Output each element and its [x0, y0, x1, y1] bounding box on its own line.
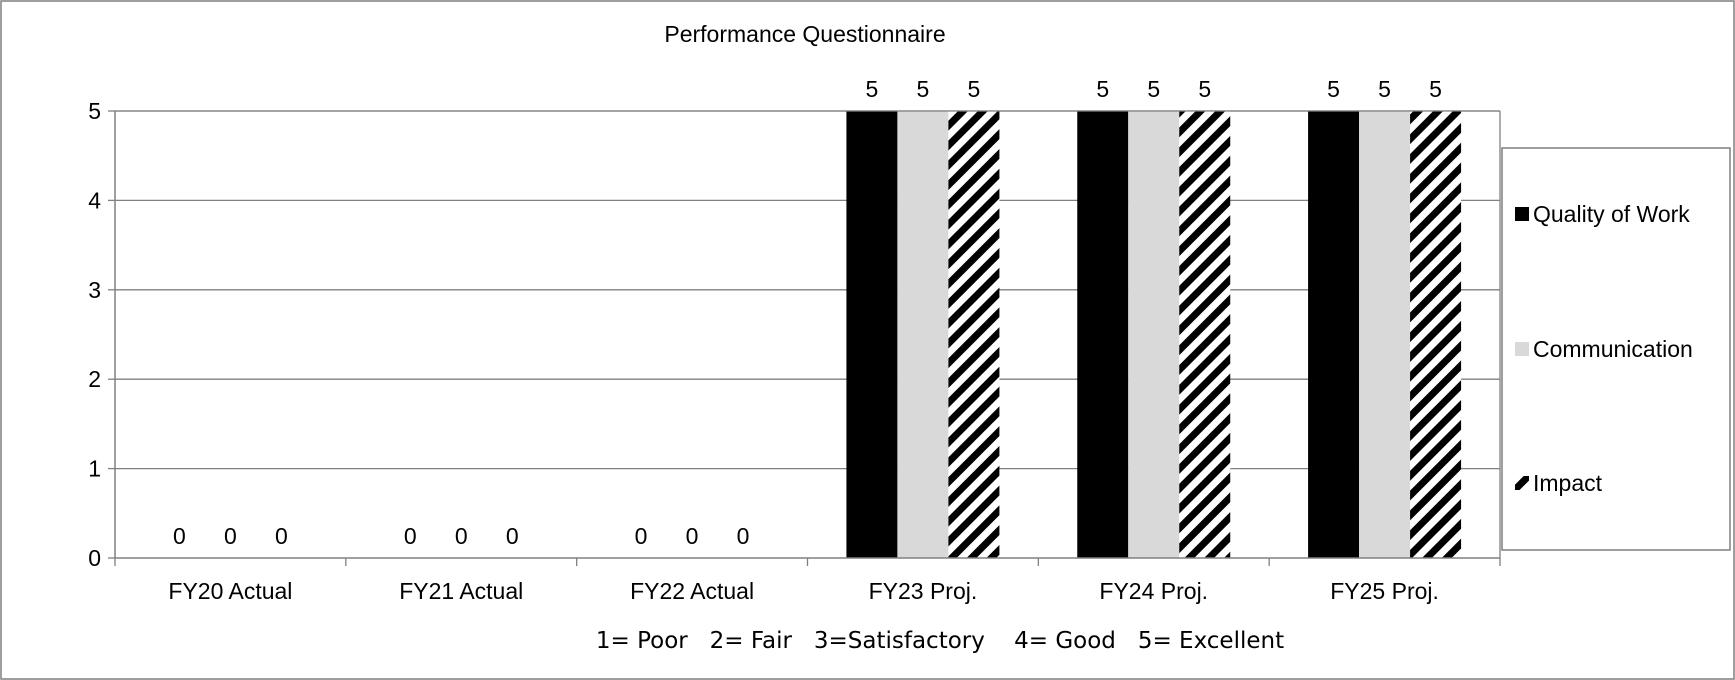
legend-swatch	[1515, 476, 1529, 490]
data-label: 5	[917, 76, 930, 102]
axes	[108, 110, 1501, 566]
bars	[846, 111, 1462, 558]
data-label: 5	[1327, 76, 1340, 102]
x-category-label: FY22 Actual	[630, 578, 754, 604]
data-label: 0	[737, 523, 750, 549]
y-tick-label: 3	[88, 277, 101, 303]
x-category-label: FY21 Actual	[399, 578, 523, 604]
data-label: 5	[1096, 76, 1109, 102]
data-label: 0	[173, 523, 186, 549]
data-label: 5	[1378, 76, 1391, 102]
legend-swatch	[1515, 207, 1529, 221]
bar	[897, 111, 949, 558]
legend-label: Communication	[1533, 336, 1693, 362]
data-label: 5	[1429, 76, 1442, 102]
data-label: 0	[506, 523, 519, 549]
data-label: 0	[404, 523, 417, 549]
y-tick-label: 0	[88, 545, 101, 571]
rating-scale-note: 1= Poor 2= Fair 3=Satisfactory 4= Good 5…	[596, 628, 1284, 654]
x-category-label: FY23 Proj.	[869, 578, 978, 604]
chart-title: Performance Questionnaire	[664, 21, 945, 47]
bar	[1128, 111, 1180, 558]
y-axis-tick-labels: 0 1 2 3 4 5	[88, 98, 101, 571]
data-label: 5	[1198, 76, 1211, 102]
data-label: 0	[224, 523, 237, 549]
data-label: 5	[866, 76, 879, 102]
legend: Quality of Work Communication Impact	[1501, 147, 1731, 551]
data-label: 5	[968, 76, 981, 102]
bar	[1359, 111, 1411, 558]
data-label: 0	[275, 523, 288, 549]
y-tick-label: 4	[88, 187, 101, 213]
y-tick-label: 1	[88, 456, 101, 482]
x-category-label: FY20 Actual	[168, 578, 292, 604]
data-labels: 0 0 0 0 0 0 0 0 0 5 5 5 5 5 5 5 5 5	[173, 76, 1442, 549]
legend-swatch	[1515, 342, 1529, 356]
data-label: 5	[1147, 76, 1160, 102]
legend-label: Quality of Work	[1533, 201, 1690, 227]
bar	[846, 111, 898, 558]
data-label: 0	[686, 523, 699, 549]
x-category-label: FY25 Proj.	[1330, 578, 1439, 604]
bar	[1077, 111, 1129, 558]
x-category-label: FY24 Proj.	[1099, 578, 1208, 604]
bar	[1410, 111, 1462, 558]
data-label: 0	[635, 523, 648, 549]
x-axis-category-labels: FY20 Actual FY21 Actual FY22 Actual FY23 Pr…	[168, 578, 1439, 604]
y-tick-label: 5	[88, 98, 101, 124]
bar	[1308, 111, 1360, 558]
legend-items: Quality of Work Communication Impact	[1515, 201, 1693, 496]
legend-label: Impact	[1533, 470, 1603, 496]
bar	[1179, 111, 1231, 558]
data-label: 0	[455, 523, 468, 549]
legend-box	[1501, 147, 1731, 551]
bar	[948, 111, 1000, 558]
y-tick-label: 2	[88, 366, 101, 392]
